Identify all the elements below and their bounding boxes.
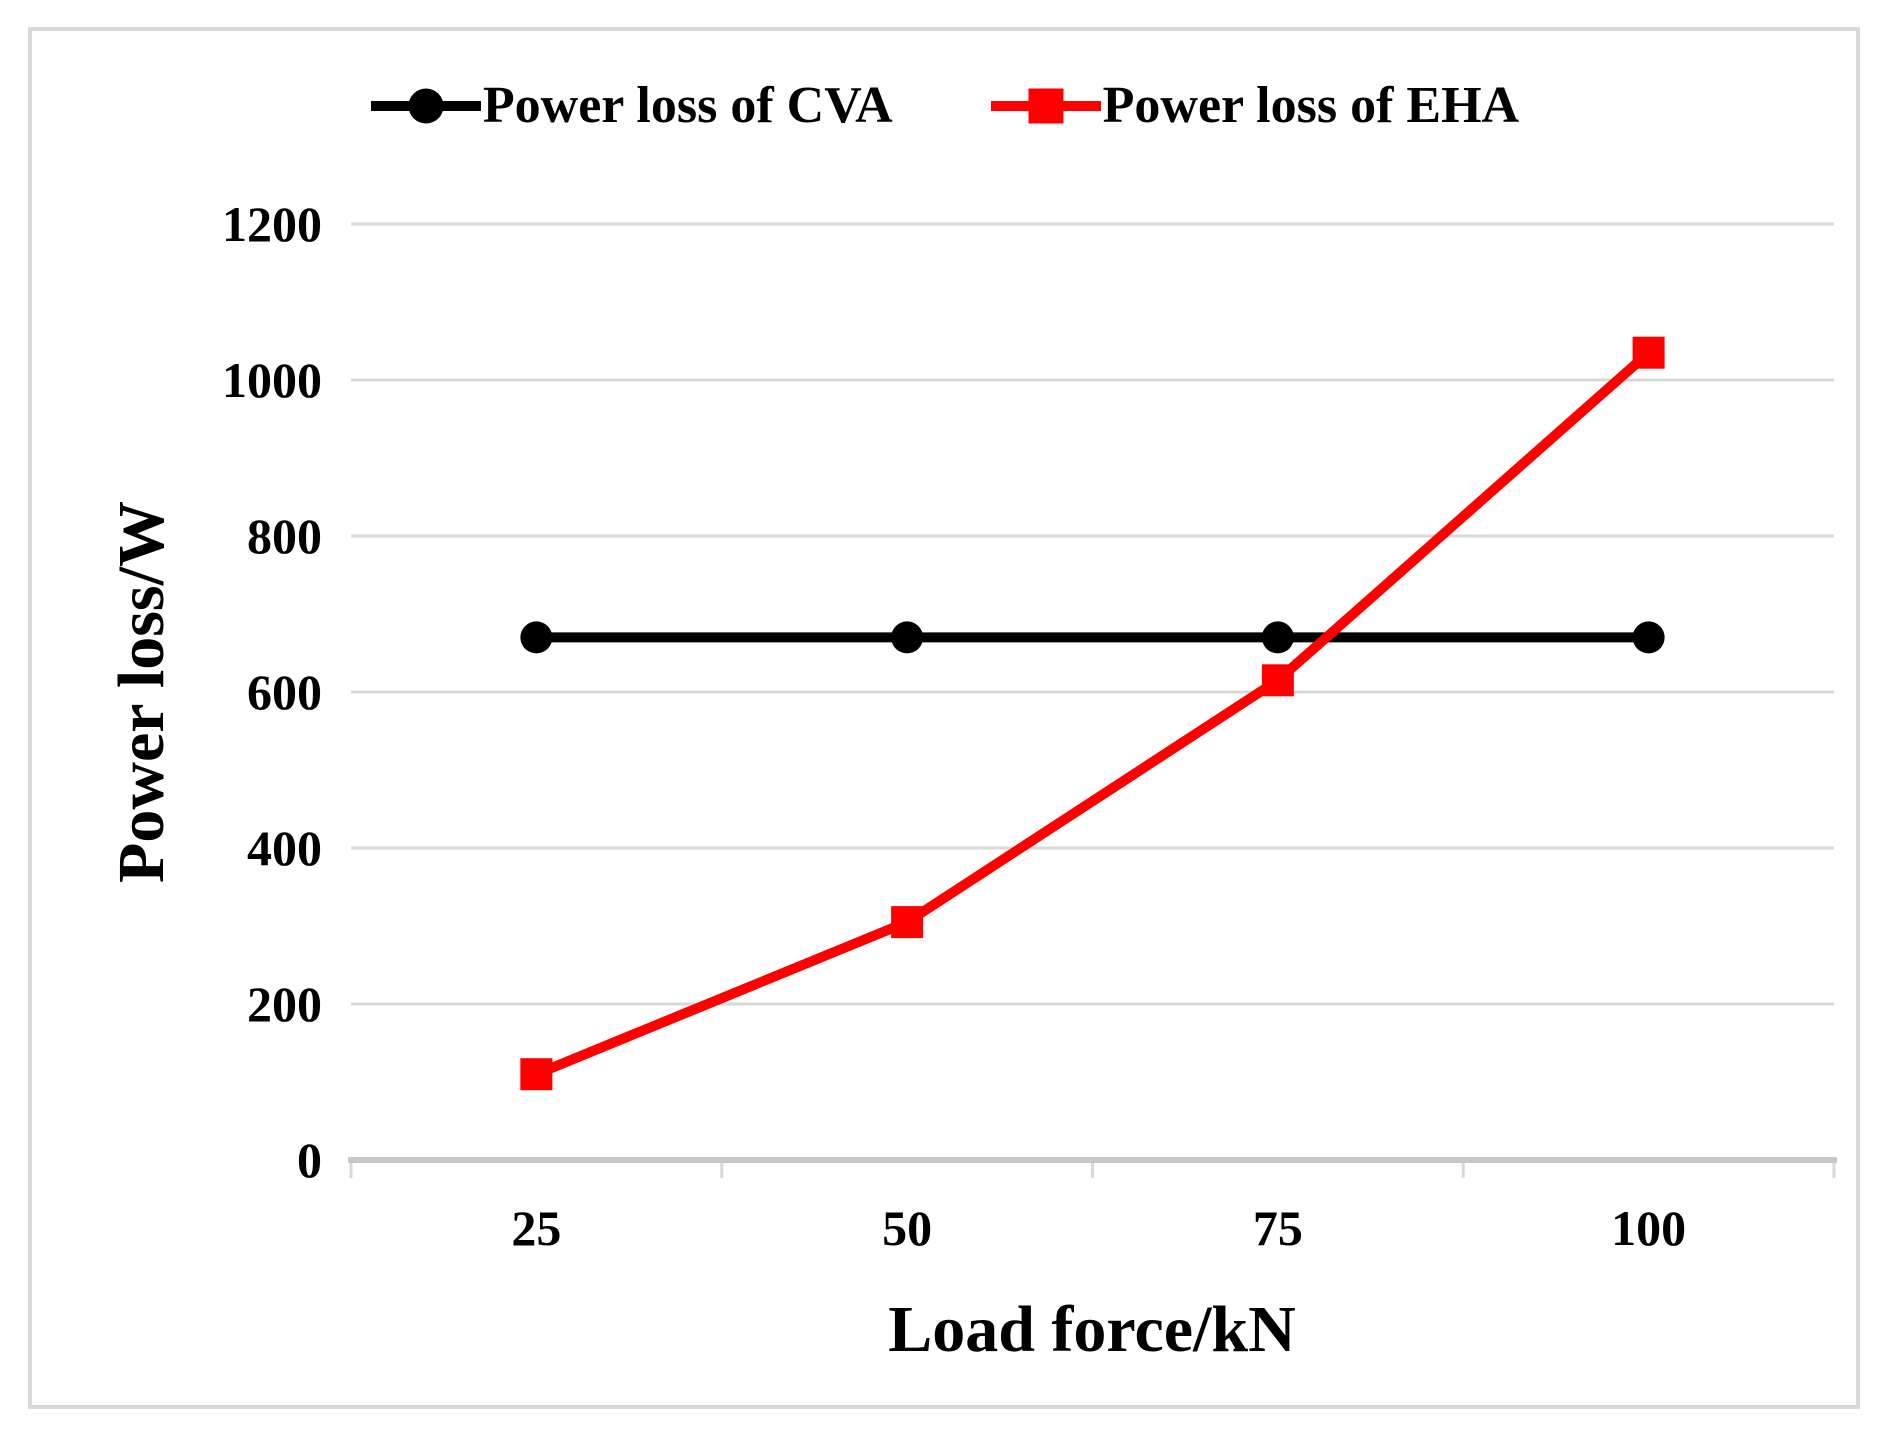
series-line-square [531,347,1654,1080]
y-tick-label: 0 [297,1132,322,1188]
chart-legend: Power loss of CVA Power loss of EHA [0,80,1890,132]
data-point-square-marker [1632,336,1665,369]
legend-line-cva [370,88,481,124]
data-point-circle-marker [1632,621,1665,654]
data-point-circle-marker [1261,621,1294,654]
data-point-square-marker [1261,664,1294,697]
y-tick-label: 200 [247,976,322,1032]
data-point-circle-marker [520,621,553,654]
x-tick-label: 75 [1253,1200,1303,1256]
y-axis-title: Power loss/W [105,501,178,883]
legend-label-cva: Power loss of CVA [482,77,893,134]
y-tick-label: 400 [247,820,322,876]
square-marker-icon [1028,88,1064,124]
legend-item-cva: Power loss of CVA [370,77,893,134]
y-tick-label: 1000 [222,352,322,408]
x-tick-label: 25 [511,1200,561,1256]
legend-label-eha: Power loss of EHA [1102,77,1520,134]
x-tick-label: 50 [882,1200,932,1256]
circle-marker-icon [408,88,444,124]
data-point-square-marker [891,906,924,939]
x-tick-label: 100 [1611,1200,1686,1256]
y-tick-label: 1200 [222,196,322,252]
legend-line-eha [990,88,1101,124]
legend-item-eha: Power loss of EHA [990,77,1520,134]
y-tick-label: 800 [247,508,322,564]
data-point-circle-marker [891,621,924,654]
data-point-square-marker [520,1058,553,1091]
x-axis-title: Load force/kN [888,1293,1296,1366]
y-tick-label: 600 [247,664,322,720]
